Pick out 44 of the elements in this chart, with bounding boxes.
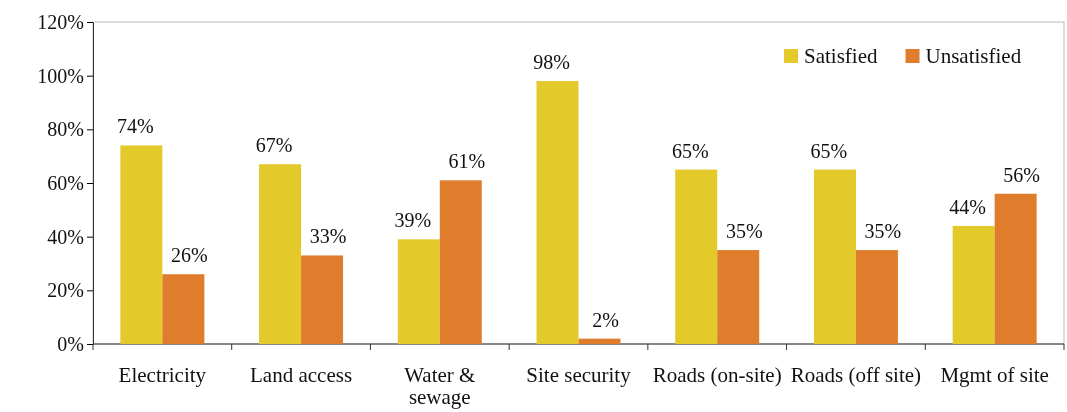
bar: [301, 255, 344, 344]
data-label: 56%: [1003, 163, 1040, 186]
data-label: 2%: [592, 308, 619, 331]
y-tick-label: 60%: [47, 171, 84, 194]
data-label: 26%: [171, 244, 208, 267]
data-label: 67%: [255, 134, 293, 157]
bar: [439, 180, 482, 344]
bar: [855, 250, 898, 344]
bar: [952, 225, 995, 344]
y-tick-label: 120%: [37, 10, 84, 33]
bar: [675, 169, 718, 344]
legend-label: Unsatisfied: [925, 44, 1022, 68]
data-label: 65%: [810, 139, 848, 162]
x-tick-label: Land access: [250, 363, 353, 387]
data-label: 35%: [864, 220, 902, 243]
x-tick-label: Water & sewage: [404, 363, 476, 409]
data-label: 39%: [394, 209, 432, 232]
data-label: 61%: [448, 150, 486, 173]
data-label: 74%: [117, 115, 154, 138]
x-tick-label: Site security: [526, 363, 632, 387]
data-label: 65%: [671, 139, 709, 162]
data-label: 98%: [533, 51, 570, 74]
bar: [717, 250, 760, 344]
y-tick-label: 80%: [47, 118, 84, 141]
bar: [813, 169, 856, 344]
y-tick-label: 0%: [57, 332, 84, 355]
legend-label: Satisfied: [804, 44, 878, 68]
x-tick-label: Electricity: [118, 363, 207, 387]
bar: [994, 193, 1037, 344]
data-label: 33%: [309, 225, 347, 248]
x-tick-label: Mgmt of site: [940, 363, 1049, 387]
x-tick-label: Roads (off site): [790, 363, 922, 387]
bar: [120, 145, 163, 344]
y-tick-label: 100%: [37, 64, 84, 87]
data-label: 35%: [725, 220, 763, 243]
data-label: 44%: [949, 195, 986, 218]
bar: [259, 164, 302, 344]
bar: [162, 274, 205, 344]
bar: [578, 338, 621, 344]
y-tick-label: 20%: [47, 279, 84, 302]
x-tick-label: Roads (on-site): [652, 363, 782, 387]
bar: [536, 81, 579, 344]
y-tick-label: 40%: [47, 225, 84, 248]
bar: [397, 239, 440, 344]
